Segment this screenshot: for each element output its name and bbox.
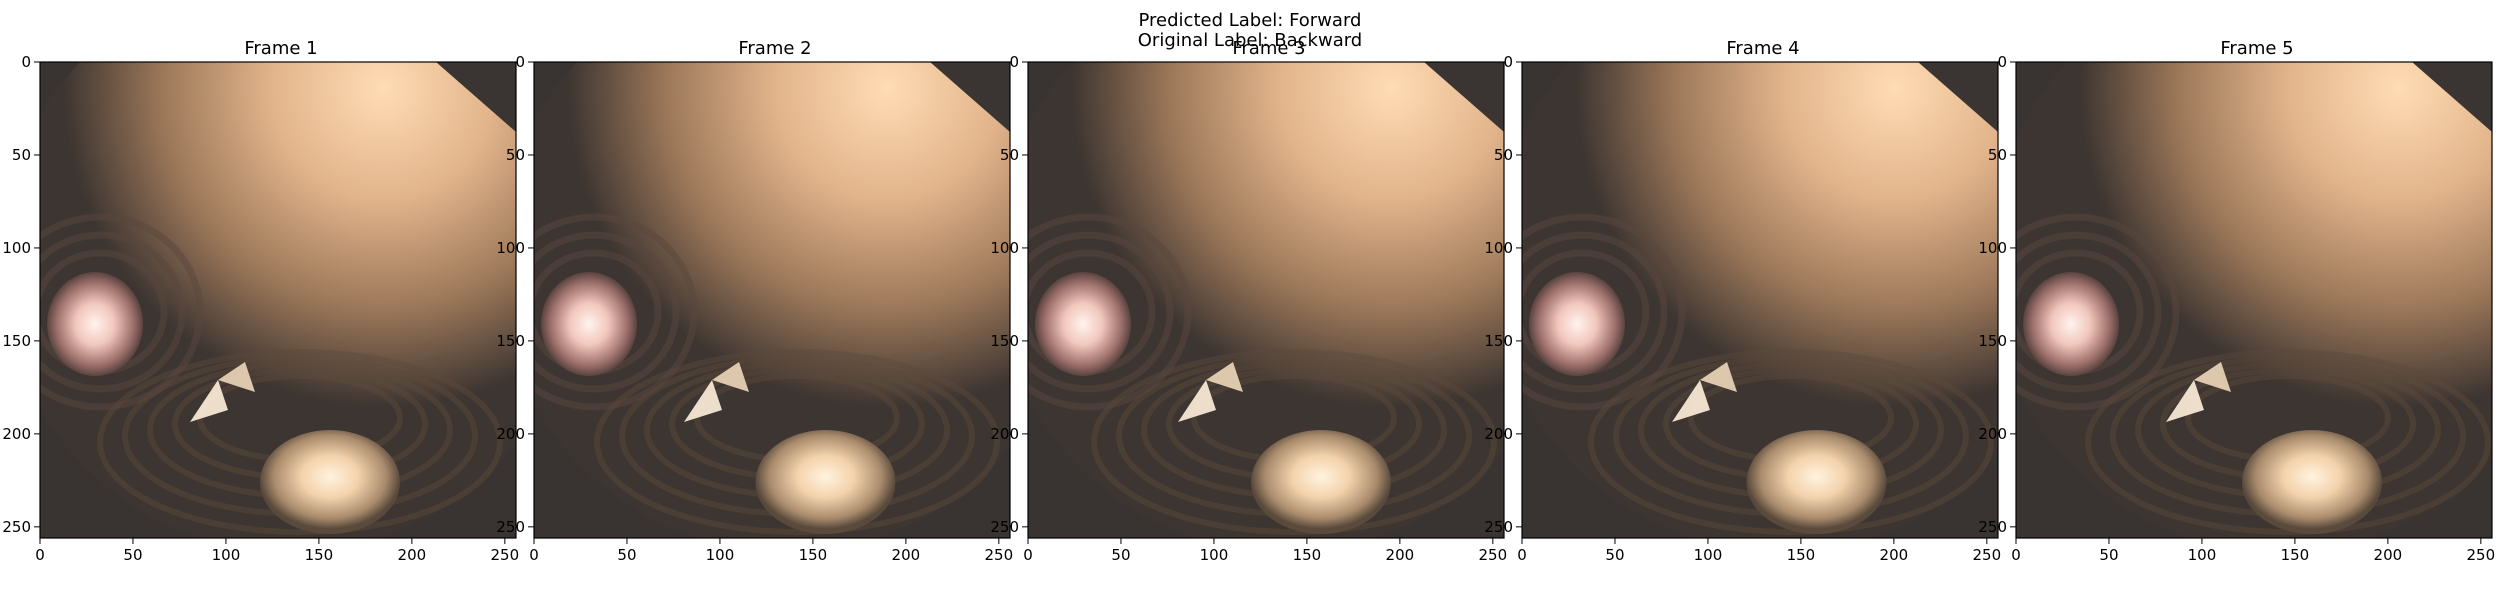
y-tick-label: 150 xyxy=(1484,332,1513,350)
x-tick-label: 200 xyxy=(1880,546,1909,564)
y-tick-label: 200 xyxy=(2,425,31,443)
y-tick-label: 200 xyxy=(1978,425,2007,443)
original-label-title: Original Label: Backward xyxy=(1137,30,1363,51)
x-tick-label: 50 xyxy=(1605,546,1624,564)
x-tick-label: 0 xyxy=(529,546,539,564)
y-tick-label: 50 xyxy=(506,146,525,164)
y-tick-label: 100 xyxy=(496,239,525,257)
x-tick-label: 100 xyxy=(2188,546,2217,564)
endoscopy-frame-image xyxy=(534,62,1010,538)
y-tick-label: 200 xyxy=(990,425,1019,443)
endoscopy-frame-image xyxy=(40,62,516,538)
axes-frame xyxy=(1521,61,1999,539)
x-tick-label: 250 xyxy=(1973,546,2002,564)
x-tick-label: 50 xyxy=(2099,546,2118,564)
y-tick-label: 250 xyxy=(1484,518,1513,536)
y-tick-label: 250 xyxy=(496,518,525,536)
frame-title: Frame 4 xyxy=(1726,38,1800,59)
frame-title: Frame 3 xyxy=(1232,38,1306,59)
axes-frame xyxy=(1027,61,1505,539)
x-tick-label: 250 xyxy=(985,546,1014,564)
x-tick-label: 150 xyxy=(2281,546,2310,564)
x-tick-label: 150 xyxy=(1293,546,1322,564)
x-tick-label: 50 xyxy=(123,546,142,564)
y-tick-label: 250 xyxy=(990,518,1019,536)
x-tick-label: 200 xyxy=(398,546,427,564)
frame-title: Frame 1 xyxy=(244,38,318,59)
x-tick-label: 0 xyxy=(2011,546,2021,564)
x-tick-label: 100 xyxy=(1694,546,1723,564)
y-tick-label: 50 xyxy=(1988,146,2007,164)
y-tick-label: 50 xyxy=(1494,146,1513,164)
endoscopy-frame-image xyxy=(1028,62,1504,538)
y-tick-label: 100 xyxy=(2,239,31,257)
x-tick-label: 200 xyxy=(2374,546,2403,564)
x-tick-label: 200 xyxy=(1386,546,1415,564)
y-tick-label: 0 xyxy=(1503,53,1513,71)
x-tick-label: 100 xyxy=(1200,546,1229,564)
y-tick-label: 100 xyxy=(990,239,1019,257)
y-tick-label: 150 xyxy=(496,332,525,350)
y-tick-label: 150 xyxy=(2,332,31,350)
y-tick-label: 200 xyxy=(496,425,525,443)
frame-panel: Frame 4 0 50 100 150 200 250 0 50 100 150 200 250 xyxy=(1482,38,2001,564)
x-tick-label: 0 xyxy=(35,546,45,564)
axes-frame xyxy=(39,61,517,539)
frame-panel: Frame 3 0 50 100 150 200 250 0 50 100 150 200 250 xyxy=(988,38,1507,564)
x-tick-label: 200 xyxy=(892,546,921,564)
x-tick-label: 250 xyxy=(1479,546,1508,564)
frame-title: Frame 5 xyxy=(2220,38,2294,59)
endoscopy-frame-image xyxy=(1522,62,1998,538)
y-tick-label: 150 xyxy=(990,332,1019,350)
axes-frame xyxy=(533,61,1011,539)
endoscopy-frame-image xyxy=(2016,62,2492,538)
x-tick-label: 150 xyxy=(305,546,334,564)
y-tick-label: 0 xyxy=(1997,53,2007,71)
frame-panel: Frame 5 0 50 100 150 200 250 0 50 100 150 200 250 xyxy=(1976,38,2495,564)
x-tick-label: 250 xyxy=(491,546,520,564)
x-tick-label: 50 xyxy=(1111,546,1130,564)
y-tick-label: 100 xyxy=(1484,239,1513,257)
x-tick-label: 150 xyxy=(799,546,828,564)
y-tick-label: 250 xyxy=(1978,518,2007,536)
x-tick-label: 0 xyxy=(1023,546,1033,564)
x-tick-label: 100 xyxy=(212,546,241,564)
y-tick-label: 0 xyxy=(515,53,525,71)
y-tick-label: 0 xyxy=(21,53,31,71)
frame-panel: Frame 2 0 50 100 150 200 250 0 50 100 150 200 250 xyxy=(494,38,1013,564)
y-tick-label: 50 xyxy=(1000,146,1019,164)
predicted-label-title: Predicted Label: Forward xyxy=(1138,10,1362,31)
x-tick-label: 150 xyxy=(1787,546,1816,564)
x-tick-label: 50 xyxy=(617,546,636,564)
x-tick-label: 0 xyxy=(1517,546,1527,564)
y-tick-label: 0 xyxy=(1009,53,1019,71)
y-tick-label: 50 xyxy=(12,146,31,164)
y-tick-label: 200 xyxy=(1484,425,1513,443)
axes-frame xyxy=(2015,61,2493,539)
y-tick-label: 250 xyxy=(2,518,31,536)
frame-title: Frame 2 xyxy=(738,38,812,59)
frame-panel: Frame 1 0 50 100 150 200 250 0 50 100 150 200 250 xyxy=(0,38,519,564)
x-tick-label: 250 xyxy=(2467,546,2496,564)
y-tick-label: 150 xyxy=(1978,332,2007,350)
y-tick-label: 100 xyxy=(1978,239,2007,257)
x-tick-label: 100 xyxy=(706,546,735,564)
